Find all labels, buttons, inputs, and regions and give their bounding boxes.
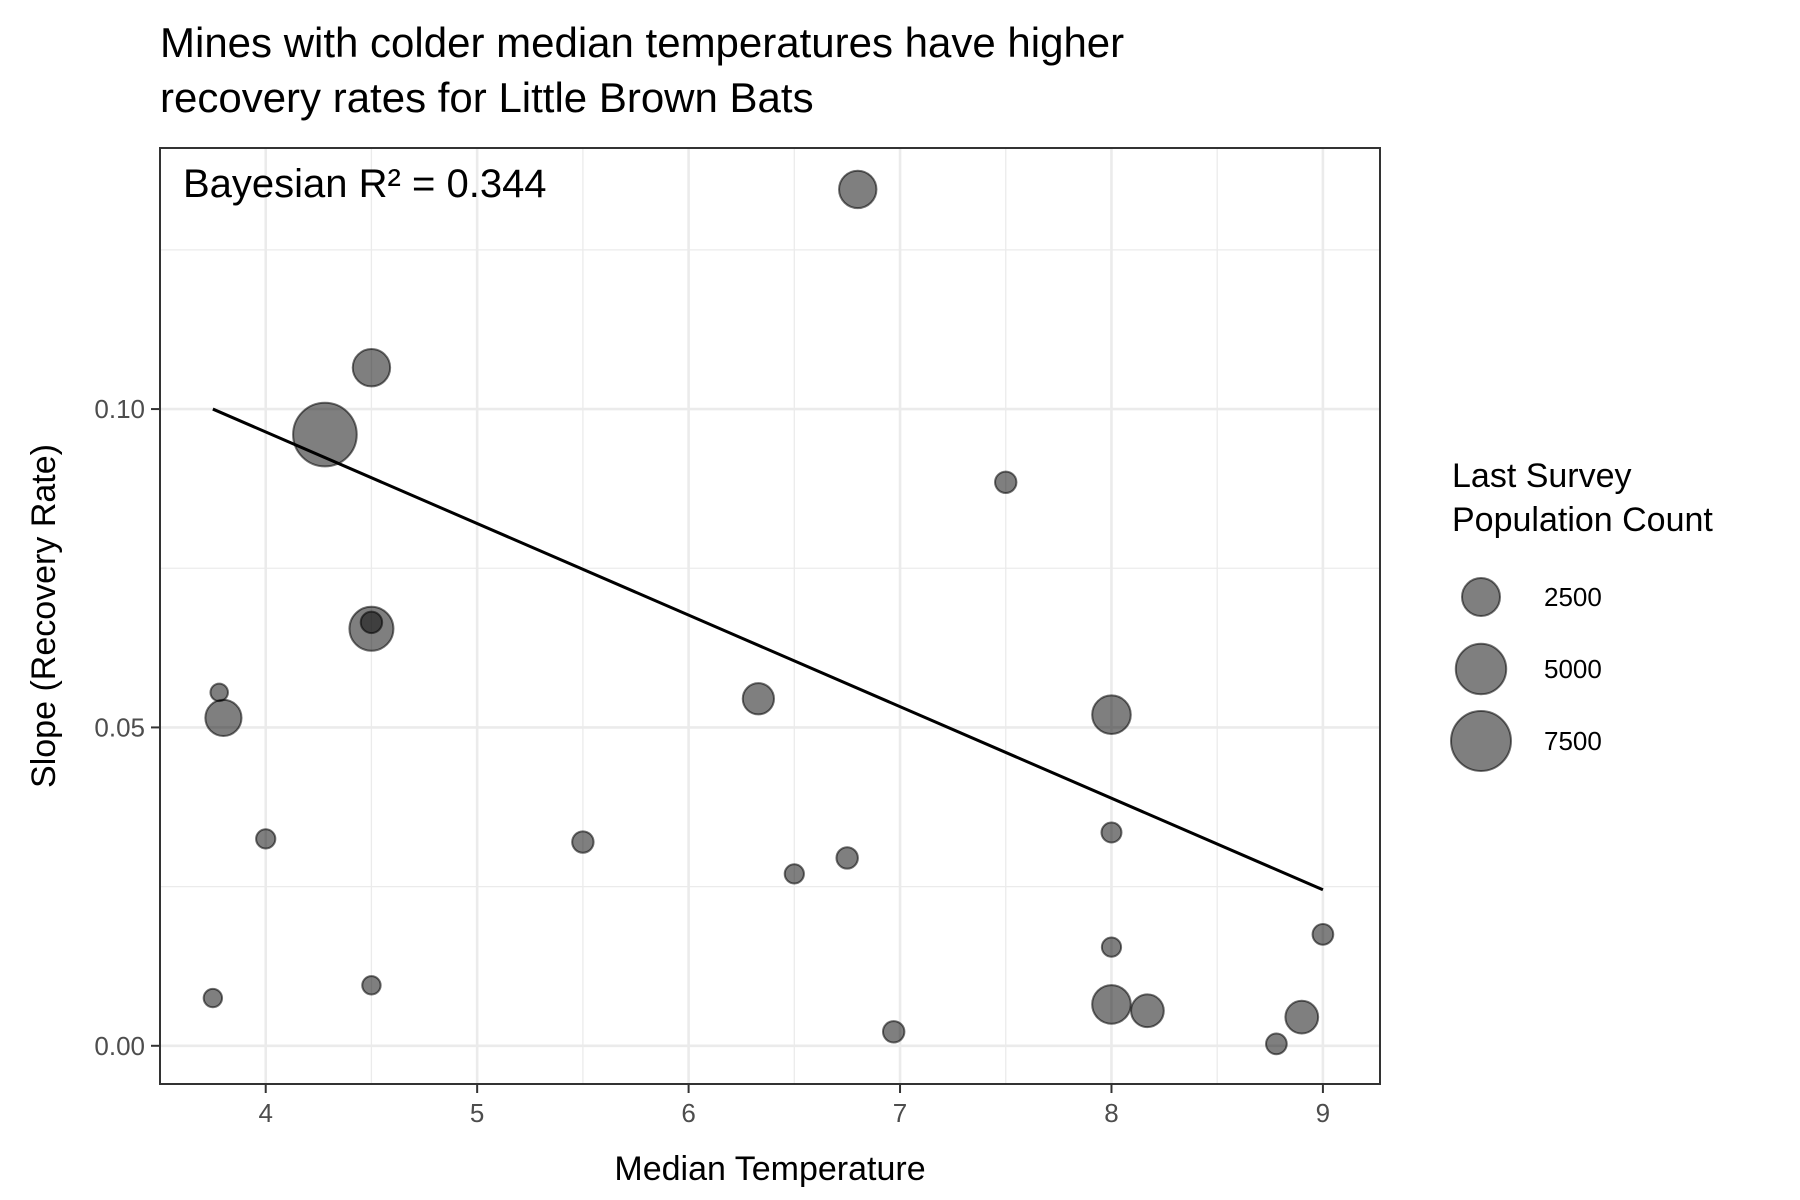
x-tick-label: 6 <box>681 1098 695 1128</box>
data-point <box>1130 993 1165 1029</box>
chart-title-line-2: recovery rates for Little Brown Bats <box>160 74 814 121</box>
x-axis-title: Median Temperature <box>614 1150 925 1188</box>
major-gridlines <box>160 148 1380 1084</box>
data-point <box>209 682 229 703</box>
chart-title-line-1: Mines with colder median temperatures ha… <box>160 19 1124 66</box>
y-tick-label: 0.00 <box>94 1031 145 1061</box>
data-point <box>881 1020 906 1044</box>
y-axis-ticks: 0.00 0.05 0.10 <box>94 394 160 1061</box>
data-point <box>783 863 805 885</box>
regression-line <box>212 407 1324 892</box>
legend-entries: 2500 5000 7500 <box>1450 577 1602 772</box>
size-legend: Last Survey Population Count 2500 5000 750… <box>1450 457 1713 772</box>
legend-entry-label: 7500 <box>1544 726 1602 756</box>
data-point <box>1311 923 1335 946</box>
y-tick-label: 0.05 <box>94 712 145 742</box>
x-tick-label: 5 <box>470 1098 484 1128</box>
data-point <box>204 698 243 737</box>
minor-gridlines <box>160 148 1380 1084</box>
legend-title-line-2: Population Count <box>1452 501 1713 539</box>
data-point <box>741 682 775 716</box>
y-tick-label: 0.10 <box>94 394 145 424</box>
data-point <box>255 828 277 850</box>
x-axis-ticks: 4 5 6 7 8 9 <box>258 1084 1330 1128</box>
x-tick-label: 7 <box>893 1098 907 1128</box>
data-point <box>1091 694 1132 735</box>
data-point <box>1091 984 1132 1025</box>
x-tick-label: 9 <box>1316 1098 1330 1128</box>
trend-layer <box>212 407 1324 892</box>
data-point <box>1100 936 1123 958</box>
r-squared-annotation: Bayesian R² = 0.344 <box>183 162 547 206</box>
data-point <box>359 610 384 635</box>
data-point <box>1100 821 1123 844</box>
data-point <box>571 830 595 854</box>
data-point <box>1265 1032 1288 1056</box>
data-point <box>351 347 392 388</box>
y-axis-title: Slope (Recovery Rate) <box>25 444 63 788</box>
data-point <box>835 846 859 870</box>
data-point <box>994 470 1018 494</box>
legend-key-circle <box>1450 710 1512 772</box>
legend-entry-label: 2500 <box>1544 582 1602 612</box>
legend-entry-label: 5000 <box>1544 654 1602 684</box>
x-tick-label: 4 <box>258 1098 272 1128</box>
x-tick-label: 8 <box>1104 1098 1118 1128</box>
legend-key-circle <box>1461 577 1501 617</box>
plot-panel-border <box>159 147 1381 1085</box>
data-point <box>838 169 878 210</box>
data-point <box>361 975 382 996</box>
legend-key-circle <box>1454 642 1508 696</box>
data-point <box>1284 999 1320 1035</box>
data-point <box>292 401 358 468</box>
points-layer <box>202 169 1335 1056</box>
data-point <box>202 987 224 1009</box>
legend-title-line-1: Last Survey <box>1452 457 1632 495</box>
